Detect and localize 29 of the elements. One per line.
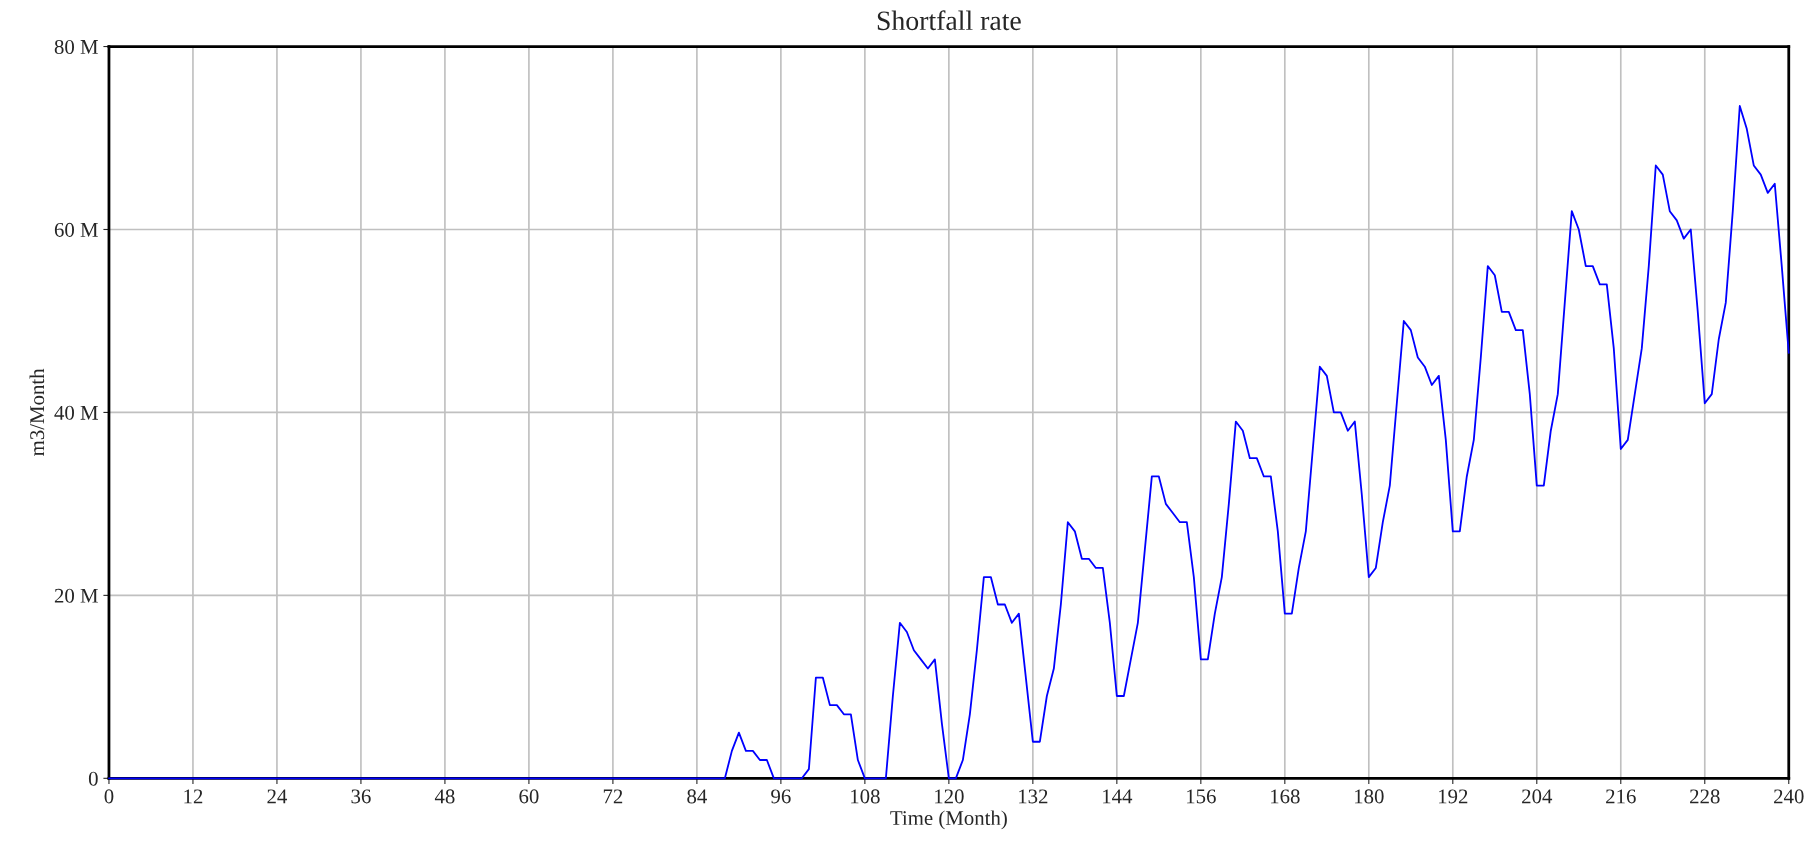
x-tick-label: 180 [1355, 789, 1384, 804]
x-tick-label: 192 [1439, 789, 1468, 804]
x-tick-label: 12 [184, 789, 203, 804]
y-tick-label: 20 M [54, 588, 98, 603]
y-tick-label: 0 [88, 771, 98, 786]
x-tick-label: 60 [519, 789, 539, 804]
x-tick-label: 108 [851, 789, 880, 804]
x-tick-label: 72 [603, 789, 623, 804]
x-tick-label: 168 [1271, 789, 1300, 804]
chart-title: Shortfall rate [877, 10, 1021, 31]
x-axis-title: Time (Month) [890, 810, 1007, 830]
x-tick-label: 204 [1522, 789, 1553, 804]
x-tick-label: 36 [351, 789, 371, 804]
x-tick-label: 132 [1019, 789, 1048, 804]
y-tick-label: 80 M [54, 39, 98, 54]
y-tick-label: 60 M [54, 222, 98, 237]
x-tick-label: 96 [771, 789, 791, 804]
x-tick-label: 240 [1774, 789, 1804, 804]
x-tick-label: 0 [104, 789, 114, 804]
x-tick-label: 156 [1187, 789, 1216, 804]
x-tick-label: 48 [434, 789, 455, 804]
x-tick-label: 144 [1103, 789, 1133, 804]
x-tick-label: 120 [935, 789, 964, 804]
x-tick-label: 216 [1606, 789, 1636, 804]
x-tick-label: 84 [687, 789, 707, 804]
x-tick-label: 228 [1690, 789, 1720, 804]
y-tick-label: 40 M [54, 405, 98, 420]
x-tick-label: 24 [267, 789, 288, 804]
y-axis-title: m3/Month [29, 368, 45, 456]
